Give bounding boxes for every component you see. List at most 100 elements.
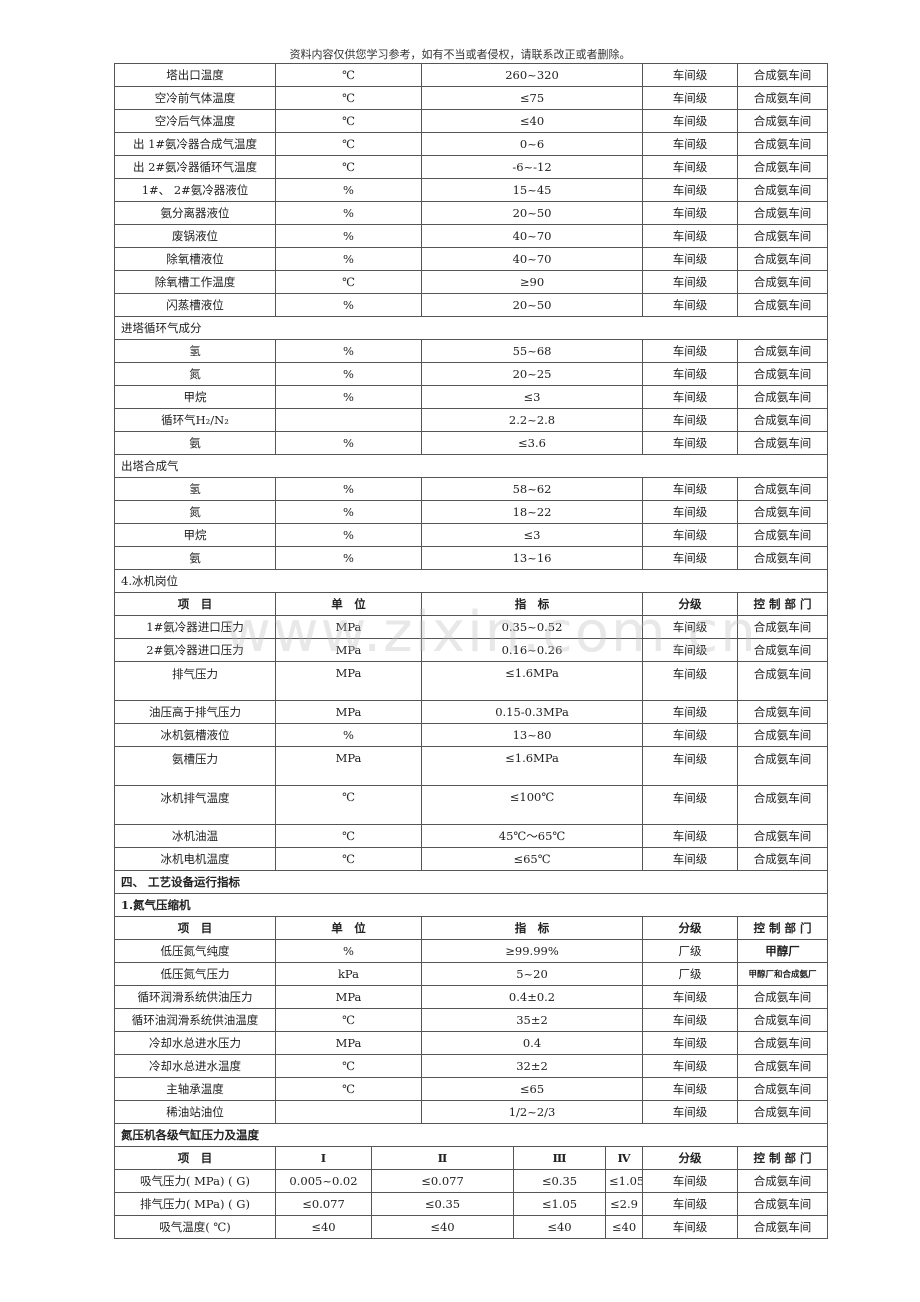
cell: 氮 (114, 362, 276, 386)
section-row: 出塔合成气 (113, 454, 829, 478)
cell: 塔出口温度 (114, 63, 276, 87)
cell: 车间级 (642, 523, 739, 547)
cell: ℃ (275, 847, 422, 871)
cell: 车间级 (642, 178, 739, 202)
cell: 1#氨冷器进口压力 (114, 615, 276, 639)
cell: 合成氨车间 (737, 270, 829, 294)
cell: 循环油润滑系统供油温度 (114, 1008, 276, 1032)
table-row: 主轴承温度 ℃ ≤65 车间级 合成氨车间 (114, 1077, 829, 1101)
cell: 车间级 (642, 1192, 739, 1216)
cell: 车间级 (642, 824, 739, 848)
cell: 车间级 (642, 985, 739, 1009)
table-row: 氨% ≤3.6 车间级 合成氨车间 (114, 431, 829, 455)
cell: 氢 (114, 339, 276, 363)
cell: % (275, 546, 422, 570)
cell: 甲醇厂和合成氨厂 (737, 962, 829, 986)
section-row: 进塔循环气成分 (113, 316, 829, 340)
section-title: 四、 工艺设备运行指标 (113, 870, 829, 894)
cell: 车间级 (642, 847, 739, 871)
cell: 20~25 (420, 362, 644, 386)
table-row: 塔出口温度 ℃ 260~320 车间级 合成氨车间 (114, 63, 829, 87)
cell: MPa (275, 661, 422, 701)
cell: 甲烷 (114, 385, 276, 409)
cell: % (275, 339, 422, 363)
cell: % (275, 385, 422, 409)
cell: 车间级 (642, 86, 739, 110)
cell: 项 目 (114, 1146, 276, 1170)
header-row: 项 目单 位指 标分级控 制 部 门 (114, 592, 829, 616)
cell: ℃ (275, 1054, 422, 1078)
cell: 氢 (114, 477, 276, 501)
cell: 车间级 (642, 1031, 739, 1055)
cell: 单 位 (275, 916, 422, 940)
cell: ≤1.05 (604, 1169, 644, 1193)
section-row: 四、 工艺设备运行指标 (113, 870, 829, 894)
table-row: 氮% 20~25 车间级 合成氨车间 (114, 362, 829, 386)
cell: 45℃～65℃ (420, 824, 644, 848)
cell: 合成氨车间 (737, 339, 829, 363)
cell: 油压高于排气压力 (114, 700, 276, 724)
cell: 合成氨车间 (737, 546, 829, 570)
table-row: 氢% 55~68 车间级 合成氨车间 (114, 339, 829, 363)
cell: ≤1.6MPa (420, 746, 644, 786)
table-row: 冰机排气温度 ℃ ≤100℃ 车间级 合成氨车间 (114, 785, 829, 825)
cell: 合成氨车间 (737, 155, 829, 179)
cell: 合成氨车间 (737, 700, 829, 724)
table-row: 冷却水总进水压力 MPa 0.4 车间级 合成氨车间 (114, 1031, 829, 1055)
cell: 空冷后气体温度 (114, 109, 276, 133)
cell: 厂级 (642, 962, 739, 986)
cell: 车间级 (642, 63, 739, 87)
cell: 车间级 (642, 109, 739, 133)
cell: 车间级 (642, 700, 739, 724)
cell: Ⅲ (513, 1146, 606, 1170)
cell: ℃ (275, 270, 422, 294)
cell: % (275, 939, 422, 963)
cell: 合成氨车间 (737, 1031, 829, 1055)
table-row: 排气压力( MPa) ( G) ≤0.077 ≤0.35 ≤1.05 ≤2.9 车间级 合成… (114, 1192, 829, 1216)
cell: % (275, 201, 422, 225)
cell: 车间级 (642, 546, 739, 570)
cell: 冰机油温 (114, 824, 276, 848)
cell: 13~80 (420, 723, 644, 747)
cell: 车间级 (642, 723, 739, 747)
cell (275, 1100, 422, 1124)
cell: ≤65℃ (420, 847, 644, 871)
cell: 冰机氨槽液位 (114, 723, 276, 747)
cell: 18~22 (420, 500, 644, 524)
cell: 吸气温度( ℃) (114, 1215, 276, 1239)
cell: 氮 (114, 500, 276, 524)
cell: 循环润滑系统供油压力 (114, 985, 276, 1009)
cell: 合成氨车间 (737, 847, 829, 871)
cell: 0.005~0.02 (275, 1169, 372, 1193)
cell: 车间级 (642, 1077, 739, 1101)
cell: 合成氨车间 (737, 1192, 829, 1216)
cell: 车间级 (642, 270, 739, 294)
table-row: 吸气压力( MPa) ( G) 0.005~0.02 ≤0.077 ≤0.35 ≤1.0… (114, 1169, 829, 1193)
table-row: 2#氨冷器进口压力 MPa 0.16~0.26 车间级 合成氨车间 (114, 638, 829, 662)
cell: 合成氨车间 (737, 224, 829, 248)
cell: % (275, 431, 422, 455)
cell: 15~45 (420, 178, 644, 202)
cell: 车间级 (642, 408, 739, 432)
header-note: 资料内容仅供您学习参考，如有不当或者侵权，请联系改正或者删除。 (289, 48, 631, 61)
cell: 合成氨车间 (737, 500, 829, 524)
cell: 1/2~2/3 (420, 1100, 644, 1124)
cell: % (275, 293, 422, 317)
cell: % (275, 247, 422, 271)
cell: 车间级 (642, 339, 739, 363)
table-row: 循环气H₂/N₂ 2.2~2.8 车间级 合成氨车间 (114, 408, 829, 432)
cell: 合成氨车间 (737, 132, 829, 156)
cell: 合成氨车间 (737, 1215, 829, 1239)
cell: 合成氨车间 (737, 247, 829, 271)
cell: 项 目 (114, 916, 276, 940)
cell: % (275, 178, 422, 202)
cell: 2#氨冷器进口压力 (114, 638, 276, 662)
cell: 车间级 (642, 247, 739, 271)
cell: 氨 (114, 546, 276, 570)
cell: 13~16 (420, 546, 644, 570)
header-row: 项 目 Ⅰ Ⅱ Ⅲ Ⅳ 分级控 制 部 门 (114, 1146, 829, 1170)
cell: ≥90 (420, 270, 644, 294)
cell: 合成氨车间 (737, 746, 829, 786)
table-row: 氨槽压力 MPa ≤1.6MPa 车间级 合成氨车间 (114, 746, 829, 786)
table-row: 冰机油温 ℃ 45℃～65℃ 车间级 合成氨车间 (114, 824, 829, 848)
